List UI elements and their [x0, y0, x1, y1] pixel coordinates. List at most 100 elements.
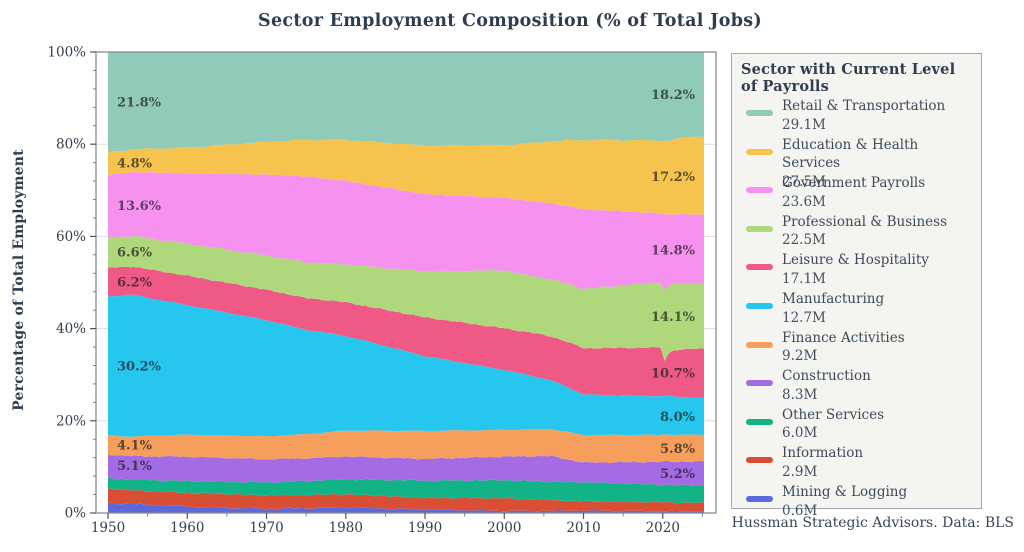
legend-item-value: 8.3M — [782, 386, 818, 403]
legend-item-texts: Leisure & Hospitality 17.1M — [782, 251, 929, 288]
legend-item-name: Information — [782, 445, 864, 462]
legend-item-retail-transportation: Retail & Transportation 29.1M — [741, 97, 973, 136]
legend-item-texts: Information 2.9M — [782, 444, 863, 481]
legend-item-value: 6.0M — [782, 425, 818, 442]
legend-item-value: 12.7M — [782, 309, 826, 326]
legend-item-value: 27.5M — [782, 173, 826, 190]
legend-item-value: 17.1M — [782, 271, 826, 287]
x-tick-label: 2010 — [566, 520, 600, 536]
annotation-end-construction: 5.2% — [660, 467, 696, 482]
legend-swatch-other-services — [746, 418, 773, 425]
annotation-end-finance-activities: 5.8% — [660, 442, 696, 457]
annotation-start-manufacturing: 30.2% — [117, 359, 162, 374]
x-tick-label: 1950 — [91, 520, 125, 536]
annotation-end-retail-transportation: 18.2% — [651, 88, 696, 103]
x-tick-label: 1980 — [329, 520, 363, 536]
legend-item-texts: Finance Activities 9.2M — [782, 329, 905, 366]
legend-item-other-services: Other Services 6.0M — [741, 406, 973, 445]
x-tick-label: 2020 — [646, 520, 680, 536]
band-information — [108, 488, 704, 512]
legend-item-mining-logging: Mining & Logging 0.6M — [741, 483, 973, 522]
annotation-start-retail-transportation: 21.8% — [117, 96, 162, 111]
annotation-start-construction: 5.1% — [117, 459, 153, 474]
band-mining-logging — [108, 502, 704, 513]
legend-item-leisure-hospitality: Leisure & Hospitality 17.1M — [741, 251, 973, 290]
annotation-start-government-payrolls: 13.6% — [117, 199, 162, 214]
legend-item-texts: Mining & Logging 0.6M — [782, 483, 907, 520]
legend-item-name: Construction — [782, 368, 871, 385]
legend-swatch-finance-activities — [746, 341, 773, 348]
legend-item-name: Other Services — [782, 406, 885, 423]
annotation-end-education-health-services: 17.2% — [651, 170, 696, 185]
legend-item-value: 23.6M — [782, 193, 826, 210]
band-construction — [108, 454, 704, 486]
x-tick-label: 1990 — [408, 520, 442, 536]
legend-item-information: Information 2.9M — [741, 444, 973, 483]
legend-swatch-manufacturing — [746, 302, 773, 309]
legend-swatch-education-health-services — [746, 148, 773, 155]
legend-item-manufacturing: Manufacturing 12.7M — [741, 290, 973, 329]
legend-item-name: Finance Activities — [782, 329, 905, 346]
legend-item-value: 0.6M — [782, 502, 818, 519]
band-manufacturing — [108, 294, 704, 437]
legend-item-name: Mining & Logging — [782, 483, 908, 500]
y-tick-label: 40% — [56, 321, 86, 337]
y-tick-label: 100% — [47, 45, 86, 61]
y-tick-label: 80% — [56, 137, 86, 153]
legend-item-texts: Retail & Transportation 29.1M — [782, 97, 945, 134]
band-annotations: 5.1% 5.2% 4.1% 5.8% 30.2% 8.0% 6.2% 10.7% 6.6% 14… — [117, 88, 696, 482]
legend-item-texts: Manufacturing 12.7M — [782, 290, 884, 327]
area-bands — [108, 52, 704, 513]
y-tick-label: 0% — [65, 506, 87, 522]
legend-swatch-professional-business — [746, 225, 773, 232]
legend-item-texts: Other Services 6.0M — [782, 406, 884, 443]
legend-item-name: Government Payrolls — [782, 175, 926, 192]
axes — [95, 51, 717, 514]
source-attribution: Hussman Strategic Advisors. Data: BLS — [731, 515, 1014, 531]
band-professional-business — [108, 235, 704, 362]
legend-item-name: Professional & Business — [782, 213, 948, 230]
legend-swatch-leisure-hospitality — [746, 264, 773, 271]
legend-item-name: Leisure & Hospitality — [782, 252, 929, 269]
legend-item-texts: Construction 8.3M — [782, 367, 871, 404]
legend-swatch-mining-logging — [746, 495, 773, 502]
legend-title: Sector with Current Level of Payrolls — [741, 61, 956, 95]
band-government-payrolls — [108, 171, 704, 291]
band-finance-activities — [108, 428, 704, 464]
x-tick-label: 2000 — [487, 520, 521, 536]
legend-item-texts: Education & Health Services 27.5M — [782, 136, 973, 192]
legend-item-construction: Construction 8.3M — [741, 367, 973, 406]
legend-item-government-payrolls: Government Payrolls 23.6M — [741, 174, 973, 213]
legend-swatch-government-payrolls — [746, 187, 773, 194]
legend-item-value: 9.2M — [782, 348, 818, 365]
annotation-start-leisure-hospitality: 6.2% — [117, 275, 153, 290]
annotation-end-manufacturing: 8.0% — [660, 410, 696, 425]
legend-swatch-information — [746, 457, 773, 464]
legend-item-finance-activities: Finance Activities 9.2M — [741, 329, 973, 368]
legend-item-texts: Professional & Business 22.5M — [782, 213, 947, 250]
legend-item-value: 2.9M — [782, 463, 818, 480]
annotation-start-education-health-services: 4.8% — [117, 157, 153, 172]
band-education-health-services — [108, 136, 704, 216]
y-tick-label: 60% — [56, 229, 86, 245]
legend-item-texts: Government Payrolls 23.6M — [782, 174, 925, 211]
legend-items: Retail & Transportation 29.1M Education & … — [741, 97, 973, 522]
legend-item-value: 22.5M — [782, 232, 826, 249]
y-tick-label: 20% — [56, 413, 86, 429]
legend-swatch-construction — [746, 380, 773, 387]
band-leisure-hospitality — [108, 266, 704, 398]
ticks — [90, 51, 703, 519]
band-retail-transportation — [108, 52, 704, 153]
legend-item-value: 29.1M — [782, 116, 826, 133]
annotation-start-professional-business: 6.6% — [117, 245, 153, 260]
annotation-end-leisure-hospitality: 10.7% — [651, 367, 696, 382]
legend-swatch-retail-transportation — [746, 110, 773, 116]
legend-item-name: Education & Health Services — [782, 136, 919, 172]
legend-panel: Sector with Current Level of Payrolls Re… — [731, 53, 982, 519]
band-other-services — [108, 477, 704, 504]
annotation-end-government-payrolls: 14.8% — [651, 243, 696, 258]
chart-title: Sector Employment Composition (% of Tota… — [258, 11, 762, 31]
annotation-start-finance-activities: 4.1% — [117, 438, 153, 453]
legend-item-name: Manufacturing — [782, 290, 885, 307]
